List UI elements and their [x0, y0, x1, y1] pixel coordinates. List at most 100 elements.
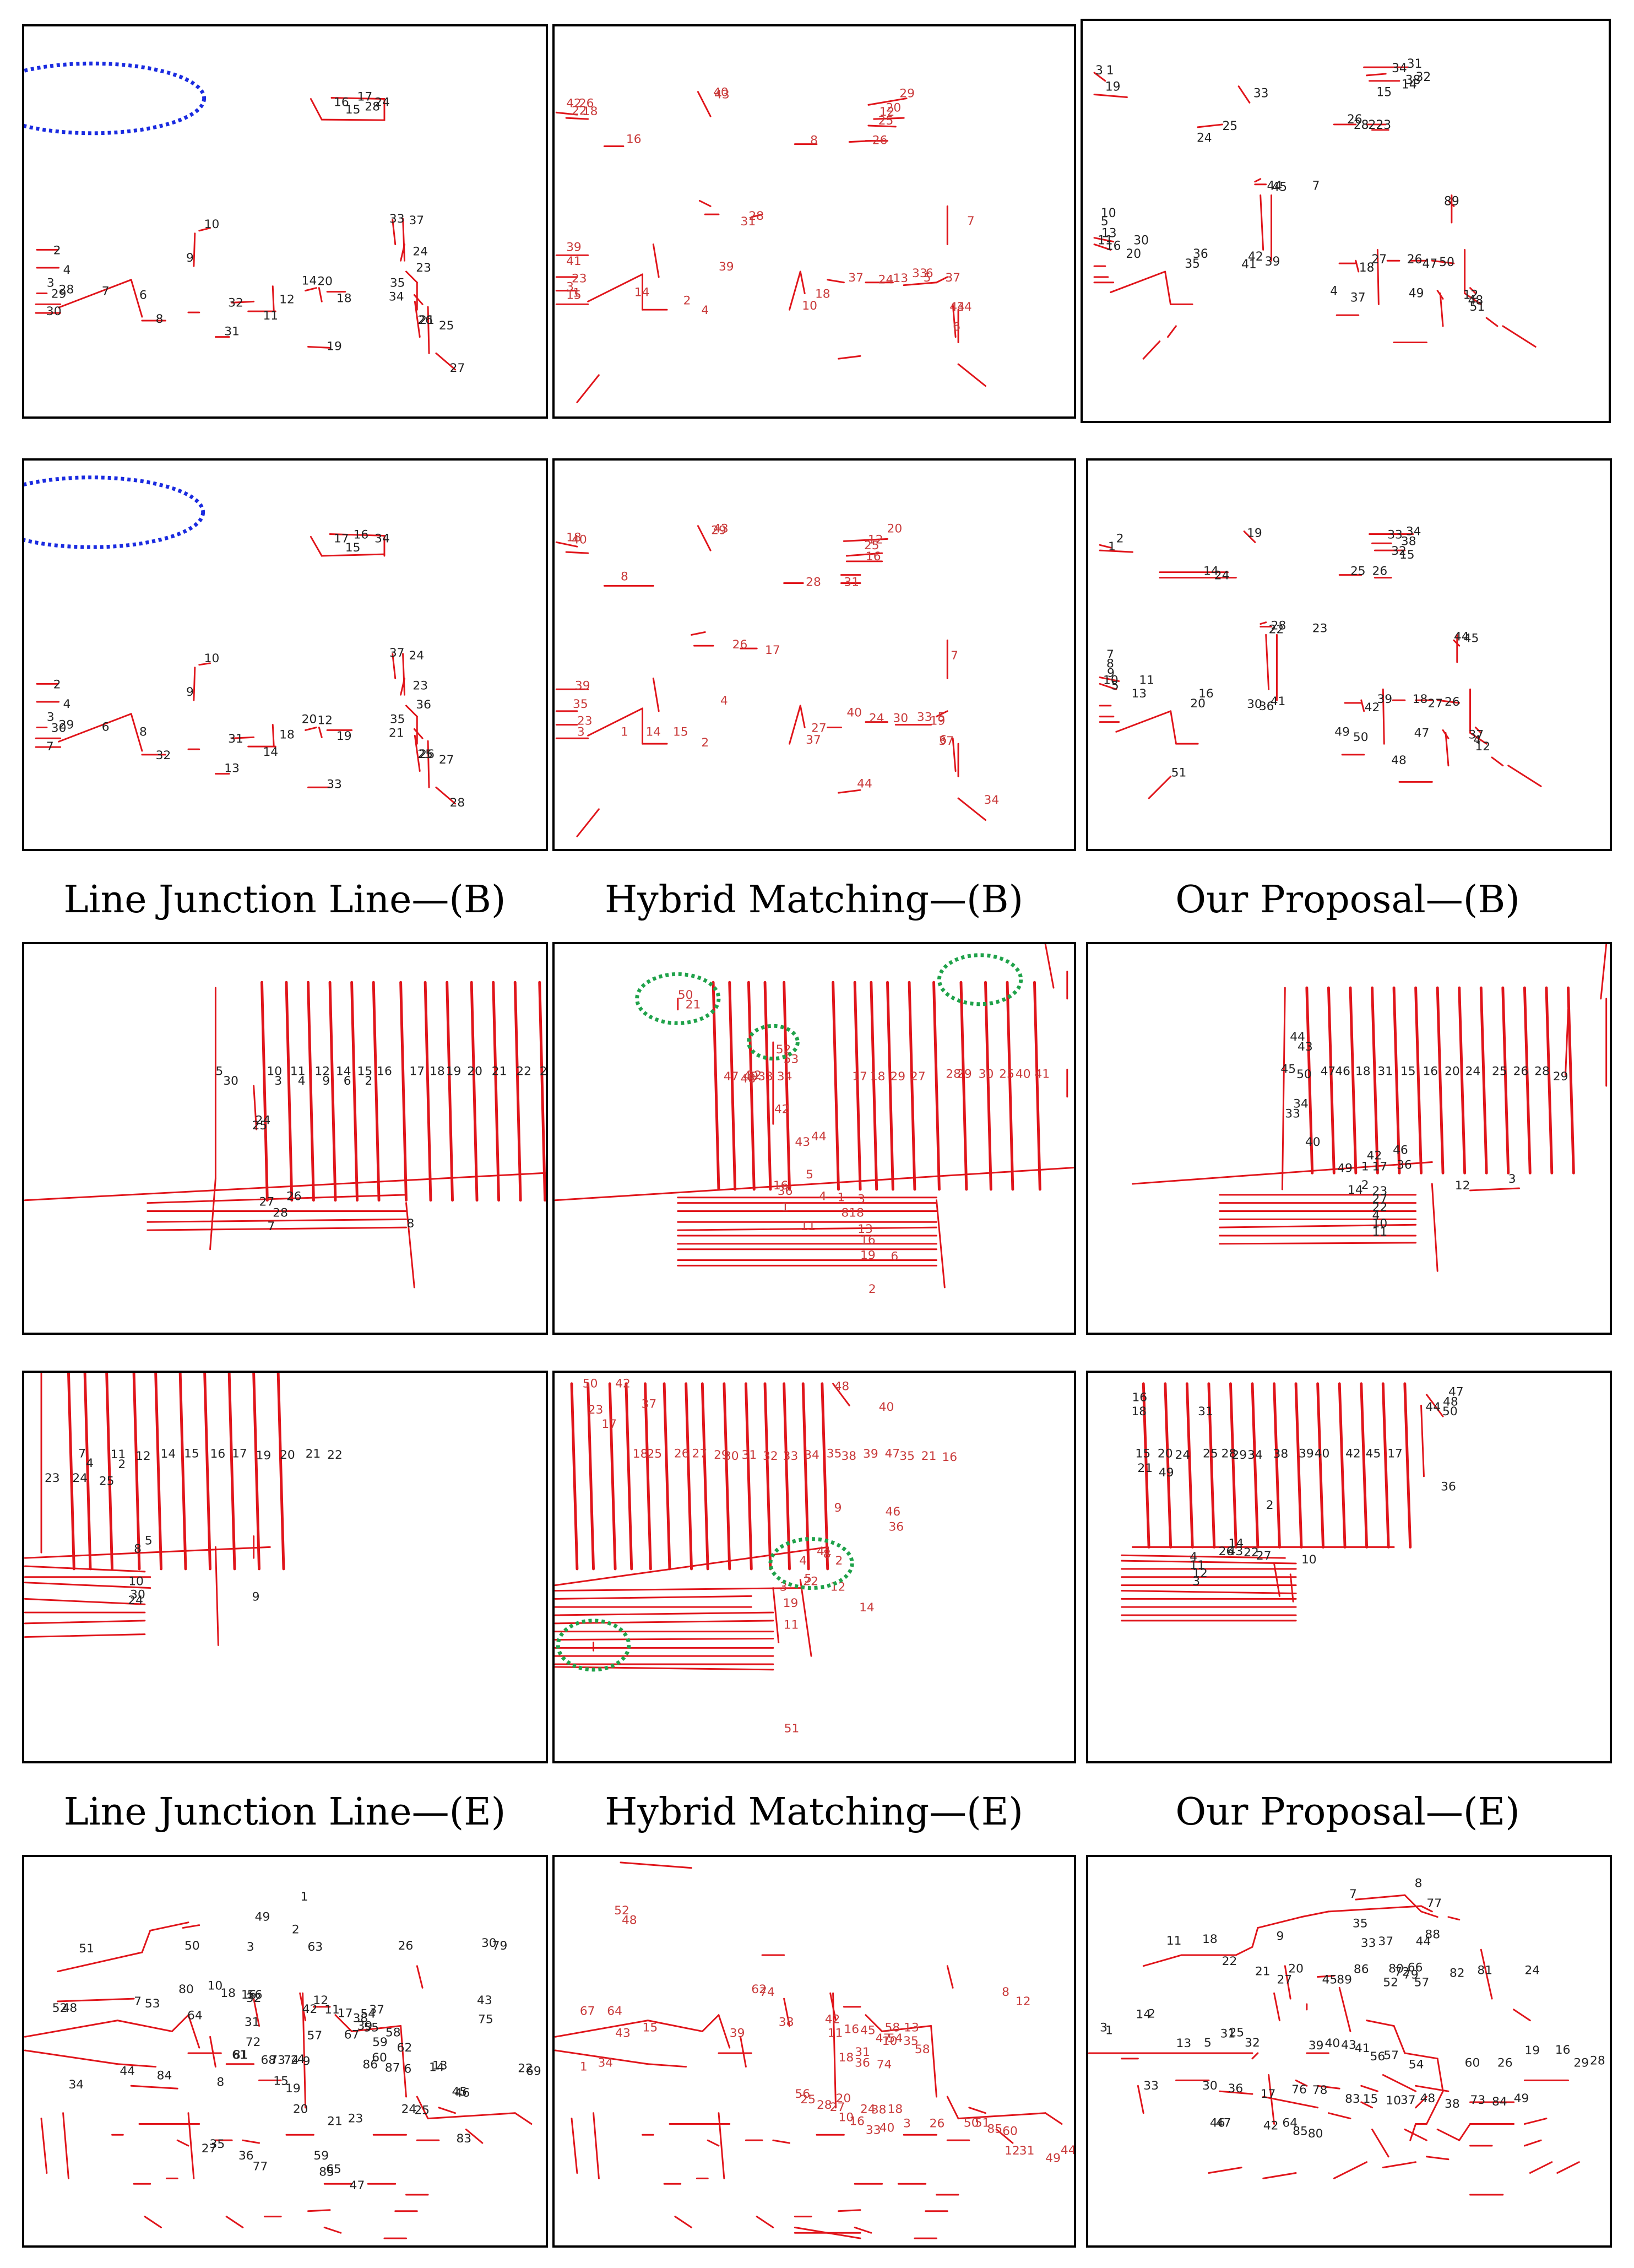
- line-segment: [1099, 549, 1133, 553]
- line-segment: [310, 535, 323, 557]
- line-segment: [1371, 2128, 1389, 2158]
- line-segment: [1425, 2090, 1444, 2125]
- line-segment: [1260, 194, 1264, 251]
- segment-label: 29: [1553, 1070, 1568, 1084]
- line-segment: [1458, 986, 1467, 1174]
- line-segment: [1480, 1948, 1493, 2000]
- segment-label: 12: [830, 1580, 846, 1594]
- segment-label: 60: [1465, 2056, 1480, 2070]
- segment-label: 79: [1403, 1968, 1419, 1982]
- segment-label: 42: [1365, 701, 1380, 714]
- segment-label: 36: [888, 1520, 904, 1534]
- line-segment: [392, 219, 397, 246]
- segment-label: 41: [817, 1545, 832, 1558]
- line-segment: [707, 2139, 720, 2147]
- segment-label: 49: [1045, 2152, 1061, 2166]
- line-segment: [570, 1382, 579, 1571]
- segment-label: 12: [1475, 740, 1490, 754]
- panel-r4-hm: 50 42 37 48 40 23 17 18 25 26 27 29 30 31 32 33 34 35 38 39…: [552, 1371, 1076, 1763]
- segment-label: 47: [1216, 2116, 1231, 2130]
- line-segment: [24, 1582, 151, 1589]
- segment-label: 6: [139, 288, 147, 302]
- segment-label: 52: [1383, 1975, 1398, 1989]
- segment-label: 36: [1397, 1158, 1412, 1172]
- line-segment: [405, 705, 418, 718]
- segment-label: 17: [765, 643, 780, 657]
- line-segment: [935, 1199, 946, 1289]
- segment-label: 31: [1377, 1064, 1393, 1078]
- segment-label: 1: [1108, 540, 1116, 554]
- blue-dotted-ellipse-marker: [24, 61, 207, 136]
- segment-label: 74: [877, 2058, 892, 2072]
- segment-label: 23: [1372, 1184, 1388, 1198]
- segment-label: 47: [1422, 257, 1437, 271]
- segment-label: 39: [719, 260, 734, 274]
- segment-label: 11: [1372, 1225, 1388, 1239]
- segment-label: 18: [839, 2051, 854, 2065]
- segment-label: 80: [1388, 1962, 1404, 1976]
- line-segment: [132, 1373, 141, 1571]
- segment-label: 16: [1198, 687, 1214, 701]
- line-segment: [854, 2226, 872, 2234]
- segment-label: 37: [1378, 1935, 1393, 1948]
- segment-label: 34: [374, 532, 390, 545]
- segment-label: 50: [1442, 1405, 1458, 1419]
- line-segment: [413, 294, 424, 305]
- line-segment: [1185, 1382, 1194, 1549]
- segment-label: 26: [1445, 695, 1460, 709]
- segment-label: 45: [1272, 181, 1287, 194]
- line-segment: [1436, 699, 1461, 704]
- line-segment: [867, 125, 897, 128]
- line-segment: [555, 1587, 801, 1592]
- line-segment: [416, 2096, 429, 2120]
- line-segment: [253, 1085, 258, 1130]
- segment-label: 2: [835, 1554, 843, 1568]
- segment-label: 10: [204, 218, 220, 231]
- segment-label: 13: [432, 2059, 448, 2073]
- line-segment: [903, 282, 937, 286]
- segment-label: 56: [247, 1988, 263, 2002]
- segment-label: 11: [111, 1448, 126, 1462]
- line-segment: [587, 1382, 595, 1571]
- segment-label: 7: [1106, 648, 1114, 662]
- segment-label: 8: [1002, 1985, 1009, 1999]
- segment-label: 27: [1277, 1973, 1292, 1986]
- segment-label: 1: [1106, 64, 1114, 78]
- line-segment: [1439, 293, 1444, 327]
- segment-label: 18: [583, 105, 598, 118]
- segment-label: 42: [1248, 250, 1263, 264]
- segment-label: 52: [52, 2001, 68, 2015]
- segment-label: 23: [588, 1403, 604, 1417]
- segment-label: 66: [1408, 1961, 1423, 1975]
- segment-label: 37: [1350, 291, 1366, 305]
- segment-label: 48: [741, 1072, 756, 1086]
- segment-label: 11: [828, 2026, 843, 2040]
- segment-label: 56: [1370, 2050, 1386, 2064]
- line-segment: [116, 2020, 173, 2032]
- line-segment: [399, 981, 408, 1202]
- segment-label: 17: [357, 90, 373, 104]
- segment-label: 21: [921, 1449, 937, 1463]
- line-segment: [865, 2014, 883, 2032]
- line-segment: [130, 279, 143, 318]
- line-segment: [555, 2049, 649, 2065]
- line-segment: [1099, 683, 1117, 690]
- line-segment: [1523, 2118, 1548, 2125]
- segment-label: 33: [783, 1449, 799, 1463]
- segment-label: 10: [882, 2034, 898, 2048]
- segment-label: 40: [880, 2121, 895, 2135]
- segment-label: 26: [1407, 253, 1423, 267]
- line-segment: [555, 111, 578, 116]
- segment-label: 10: [802, 299, 817, 313]
- segment-label: 2: [683, 294, 691, 307]
- segment-label: 20: [1288, 1962, 1304, 1976]
- line-segment: [959, 981, 968, 1191]
- segment-label: 62: [397, 2041, 412, 2055]
- segment-label: 2: [1116, 532, 1124, 545]
- line-segment: [1436, 2058, 1444, 2092]
- line-segment: [1093, 72, 1106, 82]
- segment-label: 12: [1192, 1567, 1208, 1580]
- line-segment: [1142, 340, 1161, 360]
